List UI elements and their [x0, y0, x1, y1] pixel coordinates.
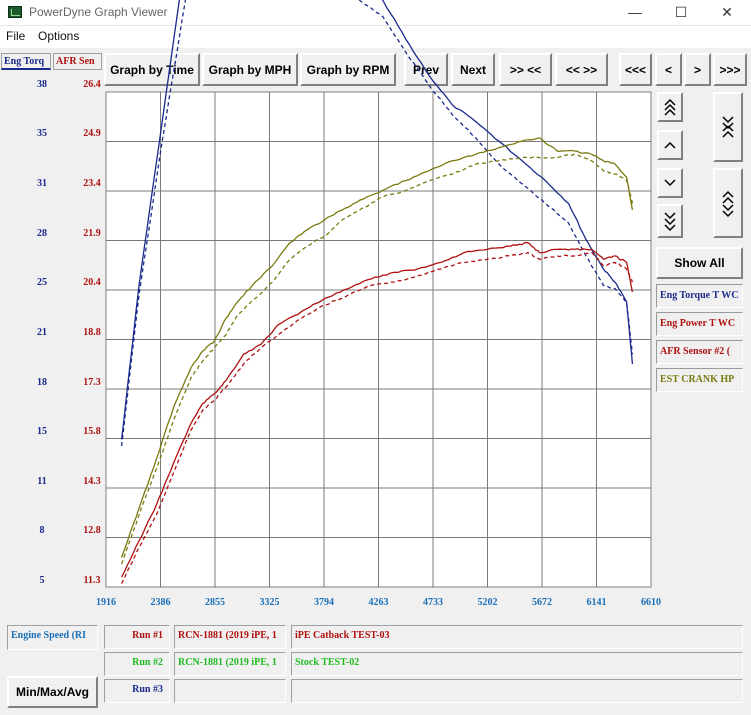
x-tick: 3325	[259, 597, 280, 608]
next-button[interactable]: Next	[451, 53, 495, 86]
show-all-button[interactable]: Show All	[656, 247, 743, 279]
scroll-far-left-button[interactable]: <<<	[619, 53, 652, 86]
axis-tab-afr-sensor[interactable]: AFR Sen	[53, 53, 102, 70]
x-tick: 6610	[641, 597, 661, 608]
compress-scale-button[interactable]	[713, 168, 743, 238]
y-left-tick: 21	[37, 327, 47, 338]
menu-options[interactable]: Options	[38, 29, 80, 43]
x-tick: 2855	[205, 597, 225, 608]
scroll-far-right-button[interactable]: >>>	[713, 53, 747, 86]
y-left-tick: 35	[37, 128, 47, 139]
y-left-tick: 18	[37, 377, 47, 388]
plot-grid	[106, 92, 651, 587]
x-tick: 4733	[423, 597, 443, 608]
run-3-vehicle[interactable]	[174, 679, 286, 703]
y-left-tick: 25	[37, 277, 47, 288]
series-line-est-crank-hp-solid	[120, 137, 634, 558]
run-1-vehicle[interactable]: RCN-1881 (2019 iPE, 1	[174, 625, 286, 649]
legend-est-crank-hp[interactable]: EST CRANK HP	[656, 368, 743, 392]
scroll-up-icon	[664, 141, 676, 149]
x-tick: 1916	[96, 597, 116, 608]
prev-button[interactable]: Prev	[404, 53, 448, 86]
scroll-up-fast-button[interactable]	[657, 92, 683, 122]
run-2-test[interactable]: Stock TEST-02	[291, 652, 743, 676]
zoom-in-button[interactable]: >> <<	[499, 53, 552, 86]
y-left-tick: 28	[37, 228, 47, 239]
y-left-tick: 15	[37, 426, 47, 437]
series-line-est-crank-hp-dashed	[120, 153, 634, 565]
x-tick: 4263	[368, 597, 389, 608]
plot-series	[120, 0, 634, 584]
min-max-avg-button[interactable]: Min/Max/Avg	[7, 676, 98, 708]
y-left-tick: 8	[39, 525, 45, 536]
x-tick: 6141	[586, 597, 607, 608]
y-left-tick: 38	[37, 79, 47, 90]
scroll-up-fast-icon	[664, 98, 676, 116]
run-2-label: Run #2	[104, 652, 170, 676]
graph-by-mph-button[interactable]: Graph by MPH	[202, 53, 298, 86]
run-1-label: Run #1	[104, 625, 170, 649]
y-right-tick: 15.8	[83, 426, 101, 437]
x-tick: 5202	[477, 597, 498, 608]
y-right-tick: 11.3	[83, 575, 101, 586]
series-line-afr-sensor-2-solid	[121, 241, 634, 578]
window-titlebar: PowerDyne Graph Viewer — ☐ ✕	[0, 0, 751, 26]
expand-scale-button[interactable]	[713, 92, 743, 162]
run-3-label: Run #3	[104, 679, 170, 703]
app-icon	[8, 6, 22, 18]
scroll-down-fast-icon	[664, 212, 676, 232]
y-left-tick: 5	[39, 575, 45, 586]
zoom-out-button[interactable]: << >>	[555, 53, 608, 86]
menu-bar: File Options	[0, 26, 751, 48]
scroll-down-button[interactable]	[657, 168, 683, 198]
maximize-icon[interactable]: ☐	[674, 4, 688, 20]
legend-afr-sensor[interactable]: AFR Sensor #2 (	[656, 340, 743, 364]
y-right-tick: 18.8	[83, 327, 101, 338]
axis-tab-eng-torque[interactable]: Eng Torq	[1, 53, 51, 70]
x-tick: 3794	[314, 597, 334, 608]
scroll-up-button[interactable]	[657, 130, 683, 160]
scroll-down-fast-button[interactable]	[657, 204, 683, 238]
y-right-tick: 23.4	[83, 178, 101, 189]
scroll-down-icon	[664, 179, 676, 187]
graph-by-time-button[interactable]: Graph by Time	[104, 53, 200, 86]
y-right-tick: 26.4	[83, 79, 101, 90]
run-1-test[interactable]: iPE Catback TEST-03	[291, 625, 743, 649]
graph-by-rpm-button[interactable]: Graph by RPM	[300, 53, 396, 86]
scroll-right-button[interactable]: >	[684, 53, 711, 86]
expand-vertical-icon	[722, 116, 734, 138]
y-right-tick: 14.3	[83, 476, 101, 487]
y-right-tick: 24.9	[83, 128, 101, 139]
y-left-tick: 31	[37, 178, 47, 189]
compress-vertical-icon	[722, 190, 734, 218]
series-line-afr-sensor-2-dashed	[121, 251, 634, 584]
x-tick: 5672	[532, 597, 552, 608]
close-icon[interactable]: ✕	[721, 4, 733, 20]
y-right-tick: 17.3	[83, 377, 101, 388]
run-3-test[interactable]	[291, 679, 743, 703]
y-right-tick: 21.9	[83, 228, 101, 239]
x-channel-selector[interactable]: Engine Speed (RI	[7, 625, 98, 650]
y-right-tick: 20.4	[83, 277, 101, 288]
x-tick: 2386	[150, 597, 171, 608]
run-2-vehicle[interactable]: RCN-1881 (2019 iPE, 1	[174, 652, 286, 676]
menu-file[interactable]: File	[6, 29, 26, 43]
y-left-tick: 11	[37, 476, 47, 487]
y-right-tick: 12.8	[83, 525, 101, 536]
legend-eng-torque[interactable]: Eng Torque T WC	[656, 284, 743, 308]
window-title: PowerDyne Graph Viewer	[29, 5, 168, 19]
legend-eng-power[interactable]: Eng Power T WC	[656, 312, 743, 336]
scroll-left-button[interactable]: <	[655, 53, 682, 86]
minimize-icon[interactable]: —	[628, 4, 642, 20]
plot-background	[105, 91, 652, 588]
